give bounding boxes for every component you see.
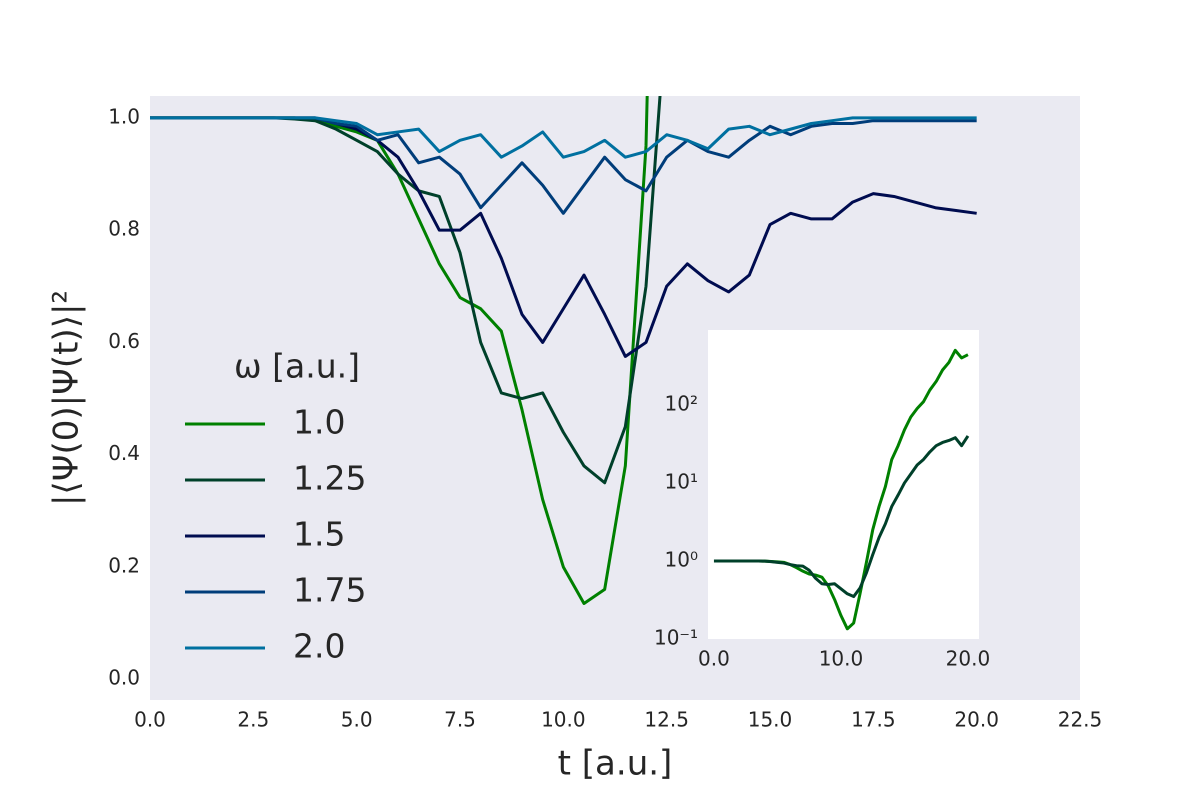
x-tick-label: 22.5 — [1058, 708, 1103, 732]
x-tick-label: 2.5 — [237, 708, 269, 732]
x-tick-label: 17.5 — [851, 708, 896, 732]
x-tick-label: 0.0 — [698, 647, 730, 671]
y-tick-label: 10¹ — [665, 469, 698, 493]
series-line — [713, 435, 970, 599]
legend-label: 2.0 — [293, 627, 345, 666]
y-axis-label: |⟨Ψ(0)|Ψ(t)⟩|² — [47, 290, 87, 506]
y-tick-label: 0.8 — [108, 217, 140, 241]
legend-label: 1.5 — [293, 515, 345, 554]
axes: 0.0 10.0 20.0 10⁻¹ 10⁰ 10¹ 10² — [654, 330, 990, 671]
lines — [150, 96, 977, 605]
legend-label: 1.25 — [293, 459, 366, 498]
x-tick-label: 10.0 — [541, 708, 586, 732]
y-tick-label: 0.0 — [108, 666, 140, 690]
y-tick-label: 10⁰ — [665, 547, 698, 571]
y-tick-label: 0.4 — [108, 441, 140, 465]
y-tick-label: 10⁻¹ — [654, 626, 698, 650]
legend-title: ω [a.u.] — [234, 347, 360, 386]
lines — [713, 348, 970, 631]
x-tick-label: 20.0 — [946, 647, 991, 671]
x-tick-label: 7.5 — [444, 708, 476, 732]
plot-area — [708, 330, 979, 639]
x-axis-label: t [a.u.] — [558, 744, 673, 784]
legend-label: 1.0 — [293, 403, 345, 442]
x-tick-label: 0.0 — [134, 708, 166, 732]
y-tick-label: 10² — [665, 391, 698, 415]
x-tick-label: 15.0 — [748, 708, 793, 732]
series-line — [150, 116, 977, 159]
x-tick-label: 10.0 — [819, 647, 864, 671]
y-tick-label: 0.2 — [108, 553, 140, 577]
x-tick-label: 5.0 — [341, 708, 373, 732]
legend: ω [a.u.] 1.0 1.25 1.5 1.75 2.0 — [185, 347, 366, 666]
x-tick-label: 12.5 — [644, 708, 689, 732]
legend-label: 1.75 — [293, 571, 366, 610]
y-tick-label: 1.0 — [108, 104, 140, 128]
y-tick-label: 0.6 — [108, 329, 140, 353]
x-tick-label: 20.0 — [954, 708, 999, 732]
